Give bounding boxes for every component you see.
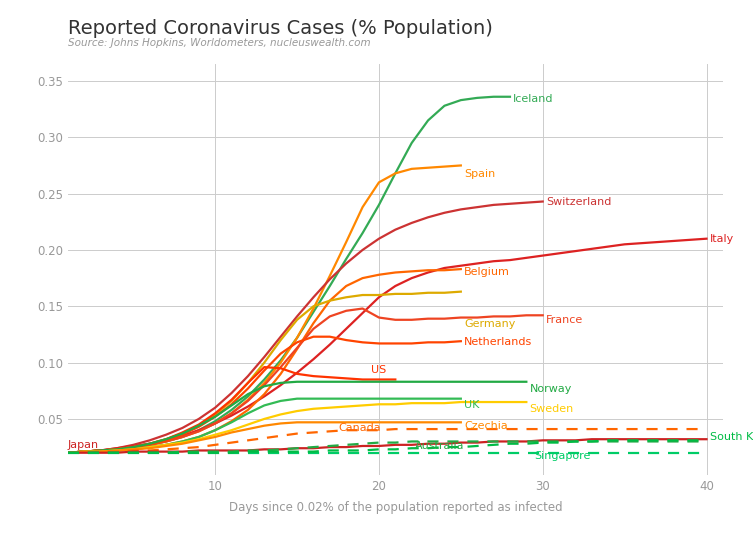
Text: Japan: Japan bbox=[68, 440, 99, 450]
Text: Norway: Norway bbox=[529, 383, 572, 394]
Text: Belgium: Belgium bbox=[464, 268, 510, 278]
Text: Switzerland: Switzerland bbox=[546, 197, 611, 207]
Text: Netherlands: Netherlands bbox=[464, 337, 532, 347]
Text: France: France bbox=[546, 315, 584, 325]
Text: Spain: Spain bbox=[464, 169, 495, 179]
Text: Australia: Australia bbox=[415, 441, 465, 451]
Text: UK: UK bbox=[464, 400, 480, 411]
Text: South Korea: South Korea bbox=[710, 432, 753, 442]
Text: Sweden: Sweden bbox=[529, 404, 574, 414]
Text: Italy: Italy bbox=[710, 234, 734, 244]
Text: Germany: Germany bbox=[464, 319, 516, 329]
Text: Source: Johns Hopkins, Worldometers, nucleuswealth.com: Source: Johns Hopkins, Worldometers, nuc… bbox=[68, 37, 370, 48]
X-axis label: Days since 0.02% of the population reported as infected: Days since 0.02% of the population repor… bbox=[228, 501, 562, 514]
Text: Singapore: Singapore bbox=[535, 451, 591, 461]
Text: Czechia: Czechia bbox=[464, 421, 508, 431]
Text: Iceland: Iceland bbox=[514, 94, 553, 104]
Text: Reported Coronavirus Cases (% Population): Reported Coronavirus Cases (% Population… bbox=[68, 19, 492, 37]
Text: US: US bbox=[370, 365, 386, 375]
Text: Canada: Canada bbox=[338, 423, 380, 433]
